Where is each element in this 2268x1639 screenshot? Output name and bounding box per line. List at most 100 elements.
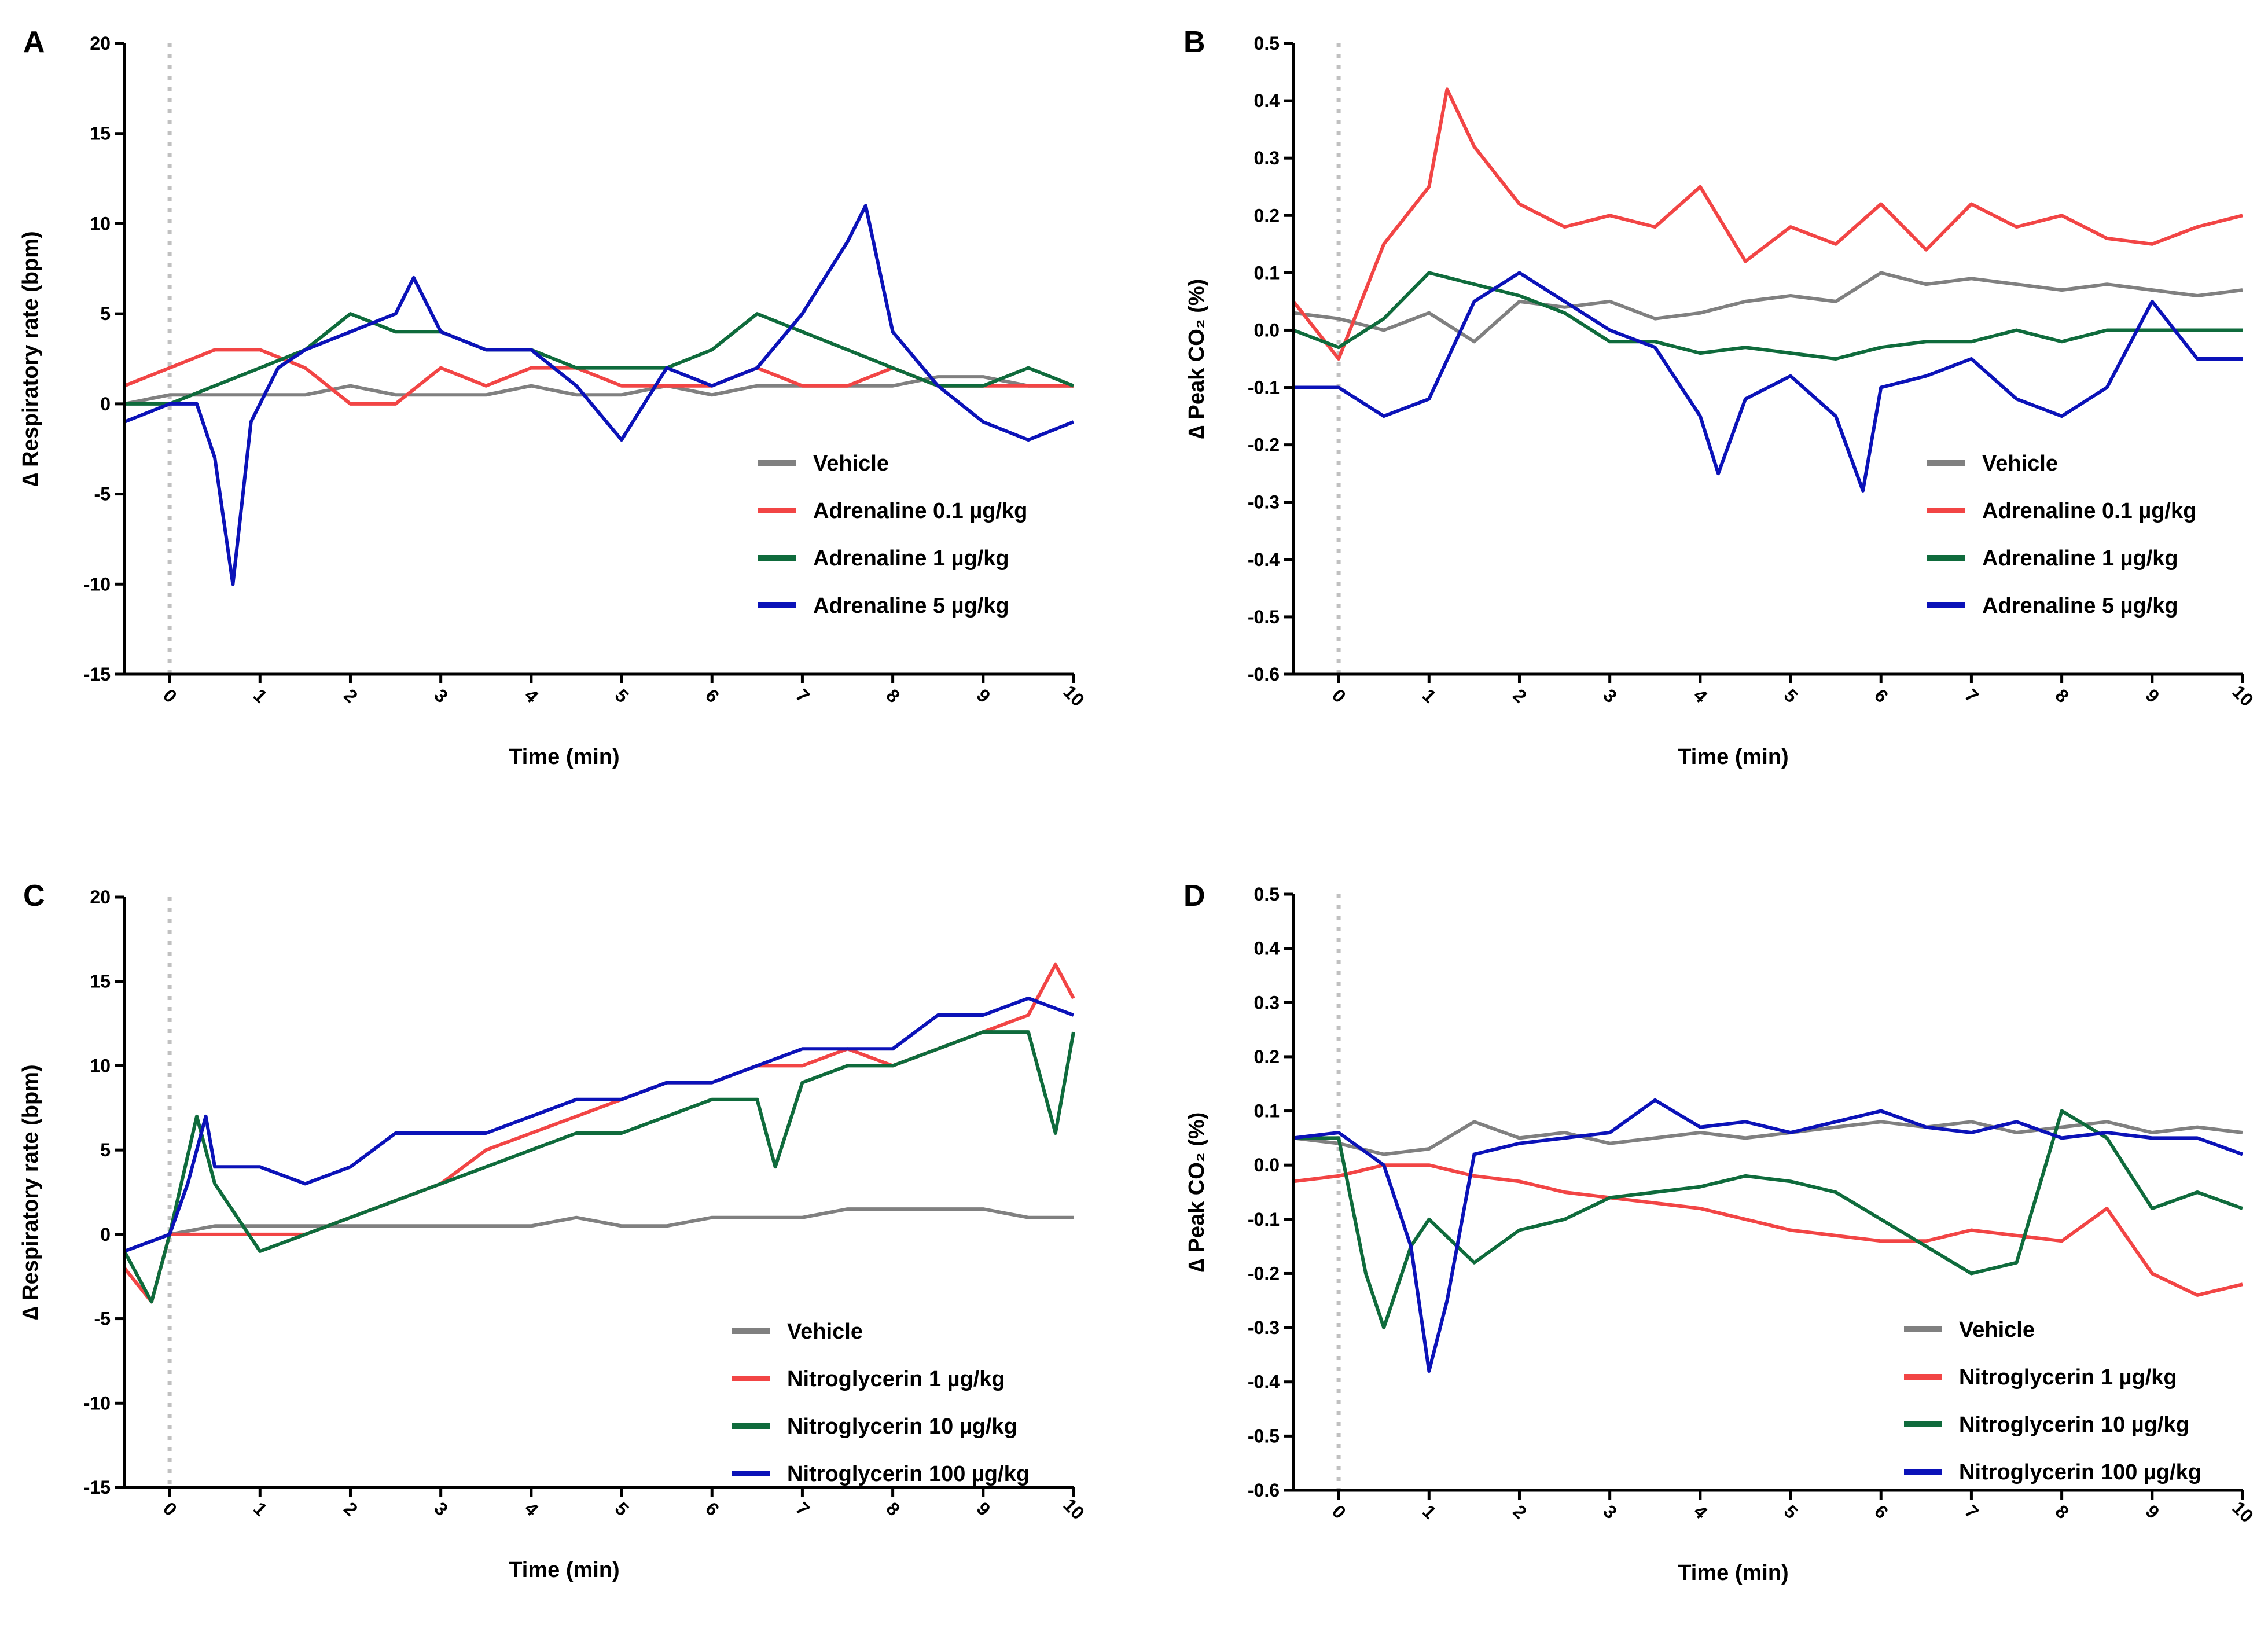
panel-label: D <box>1183 879 1205 913</box>
x-tick-label: 0 <box>159 1498 181 1520</box>
y-tick-label: -0.4 <box>1248 549 1280 570</box>
y-tick-label: 0.4 <box>1254 938 1280 959</box>
x-tick-label: 5 <box>611 685 633 707</box>
y-tick-label: 0.1 <box>1254 1101 1280 1122</box>
x-tick-label: 4 <box>1690 685 1712 707</box>
series-line-high <box>123 204 1075 586</box>
series-line-mid <box>123 1030 1075 1304</box>
series-line-vehicle <box>124 375 1074 406</box>
series-line-low <box>1292 87 2243 361</box>
y-tick-label: 20 <box>90 887 111 907</box>
x-tick-label: 6 <box>1870 685 1892 707</box>
x-tick-label: 4 <box>521 685 543 707</box>
x-axis-title: Time (min) <box>509 1558 619 1582</box>
y-tick-label: -15 <box>84 1477 111 1498</box>
panel-d: D -0.6 -0.5 -0.4 -0.3 -0.2 -0.1 0.0 0.1 0.2 0.3 0.4… <box>1183 879 2258 1585</box>
x-tick-label: 2 <box>340 685 362 707</box>
y-tick-label: -0.5 <box>1248 607 1280 627</box>
x-tick-label: 3 <box>430 685 452 707</box>
y-tick-label: -5 <box>94 484 111 505</box>
legend-label: Vehicle <box>1959 1318 2035 1342</box>
y-tick-label: -0.5 <box>1248 1425 1280 1446</box>
panel-label: B <box>1183 25 1205 59</box>
x-tick-label: 3 <box>430 1498 452 1520</box>
legend-label: Vehicle <box>813 451 889 476</box>
y-axis-title: ∆ Respiratory rate (bpm) <box>19 1064 43 1320</box>
x-tick-label: 3 <box>1599 685 1621 707</box>
x-tick-label: 2 <box>340 1498 362 1520</box>
panel-label: A <box>23 25 45 59</box>
x-tick-label: 7 <box>1961 1501 1983 1523</box>
x-tick-label: 10 <box>2228 681 2258 711</box>
x-axis-title: Time (min) <box>1678 745 1788 769</box>
legend-label: Nitroglycerin 1 µg/kg <box>787 1367 1005 1391</box>
legend-label: Nitroglycerin 100 µg/kg <box>1959 1460 2201 1484</box>
legend-label: Vehicle <box>1982 451 2058 476</box>
panel-c: C -15 -10 -5 0 5 10 15 20 0 1 2 3 4 5 6 7 8 9 10 Time (min) ∆… <box>19 879 1089 1582</box>
y-tick-label: 0.5 <box>1254 884 1280 905</box>
x-tick-label: 2 <box>1509 1501 1531 1523</box>
y-tick-label: -0.1 <box>1248 1209 1280 1230</box>
y-tick-label: 0.2 <box>1254 1046 1280 1067</box>
series-line-high <box>1293 1098 2244 1373</box>
series-line-mid <box>124 312 1075 406</box>
x-tick-label: 8 <box>882 685 904 707</box>
legend-label: Adrenaline 0.1 µg/kg <box>813 499 1027 523</box>
x-tick-label: 0 <box>159 685 181 707</box>
x-tick-label: 6 <box>701 685 723 707</box>
x-axis-title: Time (min) <box>509 745 619 769</box>
x-tick-label: 1 <box>1418 685 1440 707</box>
panel-a: A -15 -10 -5 0 5 10 15 20 0 1 2 3 4 5 6 7 8 9 10 Time (min) ∆… <box>19 25 1089 769</box>
legend-label: Adrenaline 1 µg/kg <box>813 546 1009 571</box>
series-line-vehicle <box>123 1207 1074 1253</box>
y-tick-label: -10 <box>84 574 111 594</box>
x-tick-label: 8 <box>882 1498 904 1520</box>
y-tick-label: -0.6 <box>1248 664 1280 685</box>
y-tick-label: 0.2 <box>1254 205 1280 226</box>
y-tick-label: 0 <box>100 1224 111 1245</box>
y-tick-label: -0.6 <box>1248 1480 1280 1501</box>
legend-label: Adrenaline 5 µg/kg <box>813 594 1009 618</box>
y-tick-label: -0.2 <box>1248 435 1280 455</box>
y-tick-label: 0.5 <box>1254 33 1280 54</box>
series-line-mid <box>1293 1109 2244 1330</box>
legend-label: Vehicle <box>787 1320 863 1344</box>
y-tick-label: 0.0 <box>1254 1155 1280 1175</box>
x-tick-label: 4 <box>521 1498 543 1520</box>
series-line-low <box>1293 1163 2243 1297</box>
y-tick-label: -0.2 <box>1248 1263 1280 1284</box>
y-tick-label: -0.3 <box>1248 1317 1280 1338</box>
y-tick-label: 20 <box>90 33 111 54</box>
y-axis-title: ∆ Respiratory rate (bpm) <box>19 231 43 486</box>
y-tick-label: 0.3 <box>1254 148 1280 168</box>
legend-label: Adrenaline 5 µg/kg <box>1982 594 2178 618</box>
x-tick-label: 9 <box>2141 685 2163 707</box>
legend-label: Nitroglycerin 10 µg/kg <box>1959 1413 2189 1437</box>
x-tick-label: 8 <box>2051 685 2073 707</box>
x-tick-label: 2 <box>1509 685 1531 707</box>
legend-label: Nitroglycerin 100 µg/kg <box>787 1462 1030 1486</box>
x-tick-label: 10 <box>2228 1497 2258 1527</box>
y-tick-label: 0 <box>100 394 111 414</box>
y-axis-title: ∆ Peak CO₂ (%) <box>1185 1112 1209 1273</box>
x-tick-label: 7 <box>792 1498 814 1520</box>
x-tick-label: 9 <box>2141 1501 2163 1523</box>
x-tick-label: 10 <box>1059 1494 1089 1524</box>
x-tick-label: 0 <box>1328 685 1350 707</box>
legend: Vehicle Nitroglycerin 1 µg/kg Nitroglyceri… <box>732 1320 1030 1486</box>
legend-label: Adrenaline 0.1 µg/kg <box>1982 499 2196 523</box>
y-tick-label: -0.3 <box>1248 492 1280 513</box>
legend-label: Nitroglycerin 10 µg/kg <box>787 1414 1017 1439</box>
y-tick-label: -10 <box>84 1392 111 1413</box>
x-tick-label: 5 <box>1780 685 1802 707</box>
legend-label: Adrenaline 1 µg/kg <box>1982 546 2178 571</box>
legend-label: Nitroglycerin 1 µg/kg <box>1959 1365 2177 1390</box>
panel-label: C <box>23 879 45 913</box>
x-tick-label: 6 <box>1870 1501 1892 1523</box>
panel-b: B -0.6 -0.5 -0.4 -0.3 -0.2 -0.1 0.0 0.1 0.2 0.3 0.4… <box>1183 25 2258 769</box>
x-tick-label: 9 <box>972 685 994 707</box>
y-tick-label: -5 <box>94 1309 111 1329</box>
x-tick-label: 10 <box>1059 681 1089 711</box>
series-line-mid <box>1292 271 2243 361</box>
